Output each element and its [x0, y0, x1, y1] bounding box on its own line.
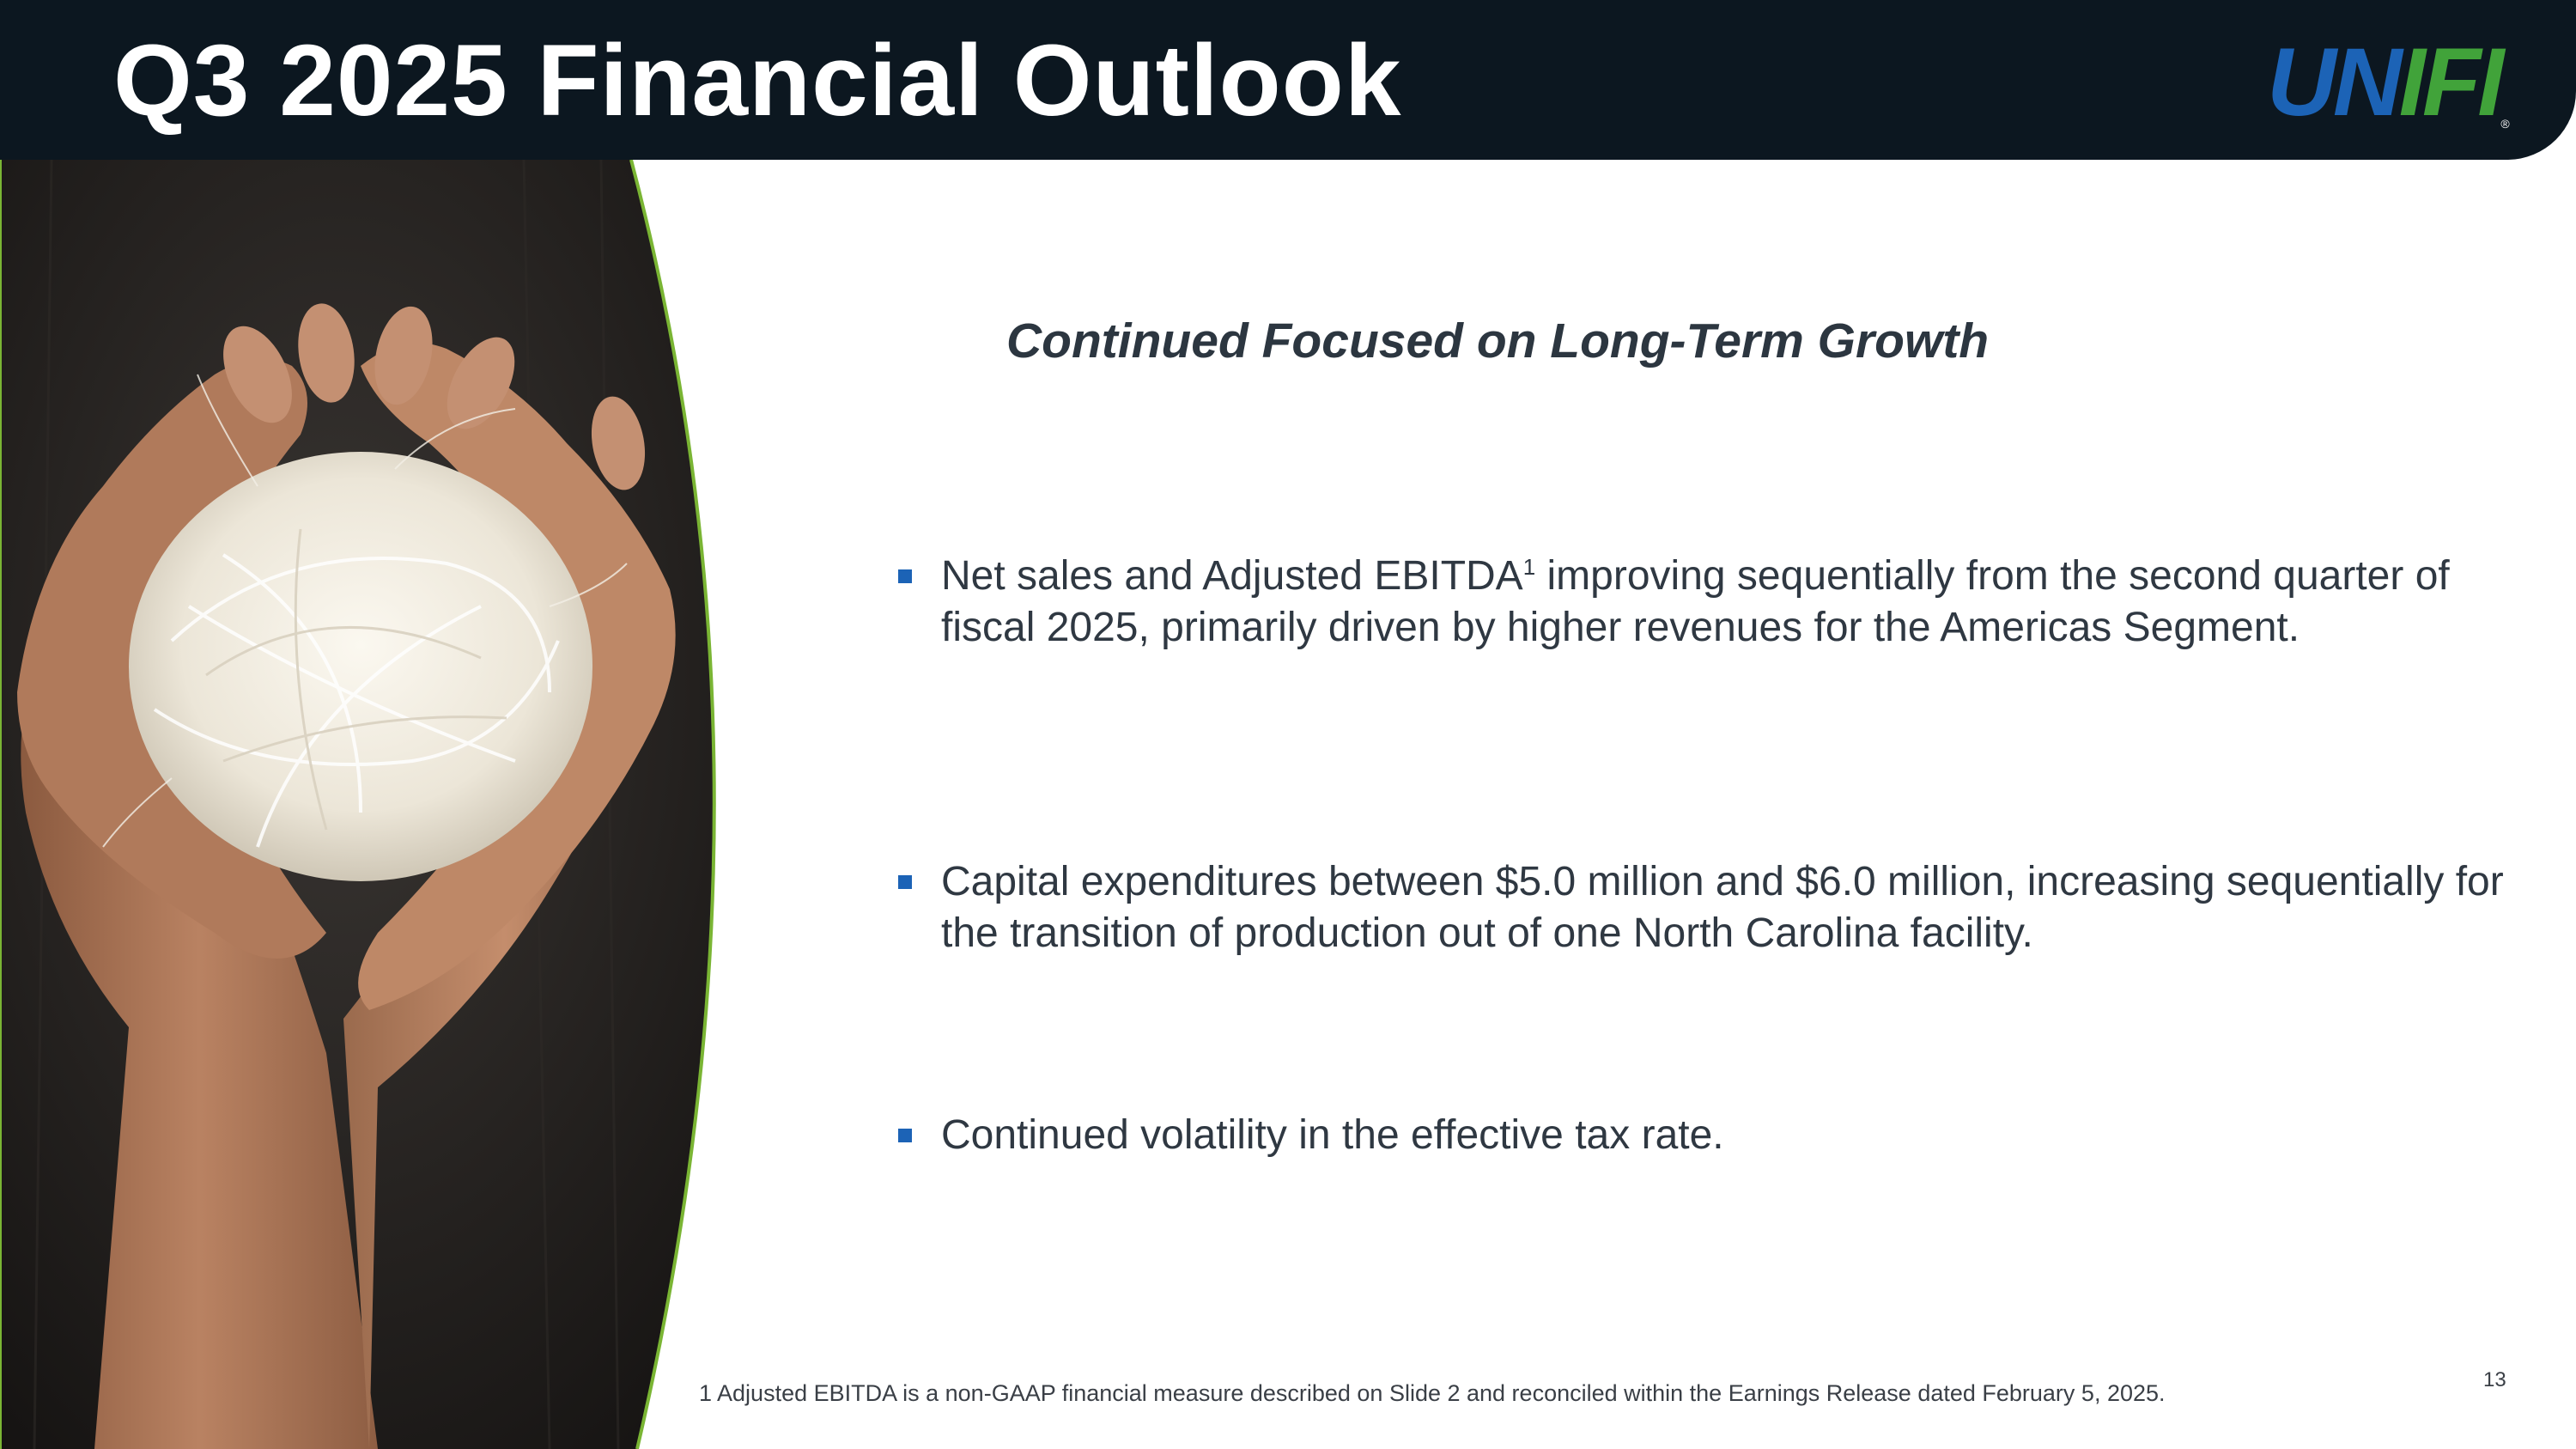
- page-number: 13: [2483, 1368, 2506, 1391]
- page-title: Q3 2025 Financial Outlook: [113, 24, 1402, 137]
- section-subtitle: Continued Focused on Long-Term Growth: [1006, 314, 1990, 368]
- hands-fiber-photo: [0, 160, 716, 1449]
- unifi-logo: UNIFI®: [2267, 28, 2510, 136]
- bullet-text: Continued volatility in the effective ta…: [941, 1112, 1724, 1158]
- bullet-text: Net sales and Adjusted EBITDA1 improving…: [941, 553, 2450, 650]
- footnote: 1 Adjusted EBITDA is a non-GAAP financia…: [699, 1380, 2166, 1406]
- square-bullet-icon: [898, 1129, 912, 1142]
- square-bullet-icon: [898, 875, 912, 889]
- square-bullet-icon: [898, 569, 912, 583]
- bullet-text: Capital expenditures between $5.0 millio…: [941, 859, 2504, 956]
- footnote-ref: 1: [1522, 554, 1536, 580]
- title-bar: Q3 2025 Financial Outlook UNIFI®: [0, 0, 2576, 160]
